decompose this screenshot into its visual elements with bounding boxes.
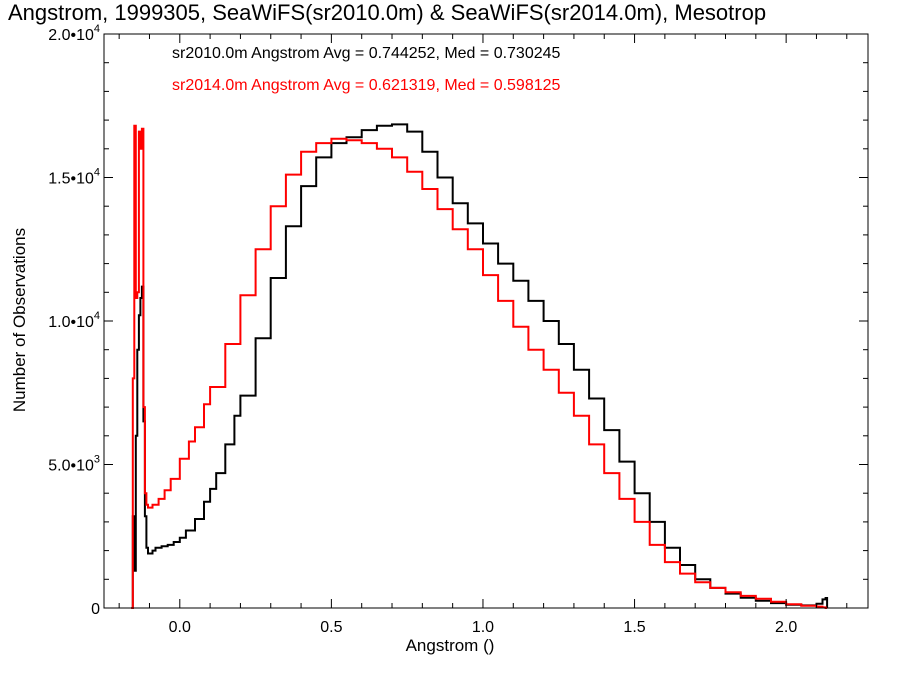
y-tick-label: 1.0•104 (48, 310, 100, 331)
series-2-line (131, 124, 828, 609)
series-1-stats-annotation: sr2010.0m Angstrom Avg = 0.744252, Med =… (172, 45, 561, 62)
axes-layer: 0.0 0.5 1.0 1.5 2.0 0 5.0•103 1.0•104 1.5•104 2.0… (48, 23, 869, 636)
x-axis-label: Angstrom () (405, 636, 495, 655)
y-tick-label: 5.0•103 (48, 454, 100, 475)
y-tick-label: 0 (91, 601, 100, 618)
x-tick-label: 1.5 (623, 619, 645, 636)
chart-title: Angstrom, 1999305, SeaWiFS(sr2010.0m) & … (8, 0, 767, 25)
y-tick-label: 1.5•104 (48, 167, 100, 188)
x-tick-label: 1.0 (472, 619, 494, 636)
series-2-stats-annotation: sr2014.0m Angstrom Avg = 0.621319, Med =… (172, 77, 561, 94)
y-tick-label: 2.0•104 (48, 23, 100, 44)
plot-frame (103, 33, 869, 609)
x-tick-label: 0.0 (169, 619, 191, 636)
series-layer (131, 123, 829, 609)
series-1-line (131, 123, 829, 609)
x-tick-label: 0.5 (320, 619, 342, 636)
x-tick-label: 2.0 (775, 619, 797, 636)
